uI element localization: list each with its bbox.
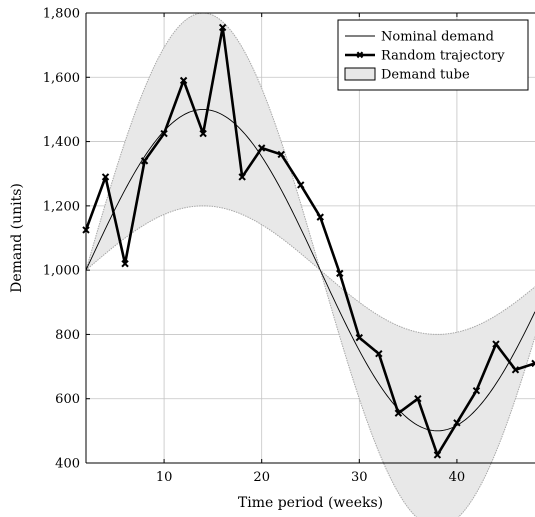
x-tick-label: 30 xyxy=(351,470,368,485)
trajectory-marker-stroke xyxy=(472,386,481,395)
trajectory-point xyxy=(218,23,227,32)
y-tick-label: 1,000 xyxy=(43,264,80,279)
demand-tube-lower-edge xyxy=(85,205,535,335)
x-axis-label: Time period (weeks) xyxy=(238,495,383,511)
trajectory-point xyxy=(336,269,344,278)
nominal-demand-curve xyxy=(85,108,535,432)
trajectory-marker-stroke xyxy=(316,213,324,221)
legend-trajectory-marker: ✖ xyxy=(356,51,364,62)
trajectory-point xyxy=(199,129,207,138)
trajectory-point xyxy=(277,150,285,159)
tick-labels: 10 20 30 40 400 600 800 1,000 1,200 1,400 1,600 1,8… xyxy=(43,7,465,486)
trajectory-marker-stroke xyxy=(297,181,305,189)
trajectory-marker-stroke xyxy=(199,129,207,138)
trajectory-point xyxy=(472,386,481,395)
trajectory-marker-stroke xyxy=(257,144,266,152)
x-tick-label: 20 xyxy=(253,470,270,485)
trajectory-marker-stroke xyxy=(218,23,227,32)
x-tick-label: 40 xyxy=(449,470,466,485)
nominal-demand-line xyxy=(85,108,535,432)
y-tick-label: 1,400 xyxy=(43,135,80,150)
trajectory-line xyxy=(84,26,535,457)
y-tick-label: 1,200 xyxy=(43,199,80,214)
trajectory-marker-stroke xyxy=(375,350,383,358)
trajectory-point xyxy=(238,173,246,181)
trajectory-point xyxy=(121,260,129,268)
trajectory-marker-stroke xyxy=(531,359,535,365)
trajectory-point xyxy=(316,213,324,221)
trajectory-marker-stroke xyxy=(433,451,442,459)
trajectory-point xyxy=(375,350,383,358)
trajectory-marker-stroke xyxy=(238,173,246,181)
demand-tube-area xyxy=(86,13,535,517)
trajectory-point xyxy=(140,157,149,165)
trajectory-point xyxy=(531,359,535,368)
demand-tube-upper-edge xyxy=(85,12,535,517)
legend-trajectory-label: Random trajectory xyxy=(381,49,505,64)
legend-tube-swatch xyxy=(344,67,376,81)
y-tick-label: 1,800 xyxy=(43,7,80,22)
trajectory-point xyxy=(511,366,520,374)
y-tick-label: 1,600 xyxy=(43,71,80,86)
trajectory-point xyxy=(394,409,403,417)
trajectory-point xyxy=(101,173,110,181)
demand-tube xyxy=(85,12,535,517)
trajectory-marker-stroke xyxy=(101,173,110,181)
trajectory-marker-stroke xyxy=(179,76,188,85)
trajectory-marker-stroke xyxy=(277,150,285,159)
random-trajectory xyxy=(82,23,535,459)
y-tick-label: 800 xyxy=(55,328,80,343)
x-tick-label: 10 xyxy=(156,470,173,485)
y-axis-label: Demand (units) xyxy=(9,183,25,293)
trajectory-point xyxy=(160,129,168,138)
y-tick-label: 600 xyxy=(55,392,80,407)
trajectory-marker-stroke xyxy=(531,361,535,368)
legend-nominal-label: Nominal demand xyxy=(381,30,494,45)
trajectory-point xyxy=(492,340,500,348)
trajectory-marker-stroke xyxy=(160,129,168,138)
trajectory-point xyxy=(355,333,364,342)
trajectory-point xyxy=(257,144,266,152)
trajectory-marker-stroke xyxy=(453,419,461,427)
y-tick-label: 400 xyxy=(55,457,80,472)
axes xyxy=(85,12,535,464)
trajectory-marker-stroke xyxy=(492,340,500,348)
trajectory-marker-stroke xyxy=(336,269,344,278)
legend-tube-label: Demand tube xyxy=(381,68,470,83)
trajectory-marker-stroke xyxy=(394,409,403,417)
trajectory-marker-stroke xyxy=(121,260,129,268)
trajectory-marker-stroke xyxy=(511,366,520,374)
trajectory-marker-stroke xyxy=(414,395,422,403)
legend: Nominal demand ✖ Random trajectory Deman… xyxy=(337,19,529,91)
axis-labels: Time period (weeks) Demand (units) xyxy=(9,183,383,511)
trajectory-marker-stroke xyxy=(140,157,149,165)
trajectory-point xyxy=(414,395,422,403)
trajectory-marker-stroke xyxy=(355,333,364,342)
trajectory-point xyxy=(433,451,442,459)
trajectory-point xyxy=(297,181,305,189)
trajectory-point xyxy=(453,419,461,427)
trajectory-point xyxy=(179,76,188,85)
